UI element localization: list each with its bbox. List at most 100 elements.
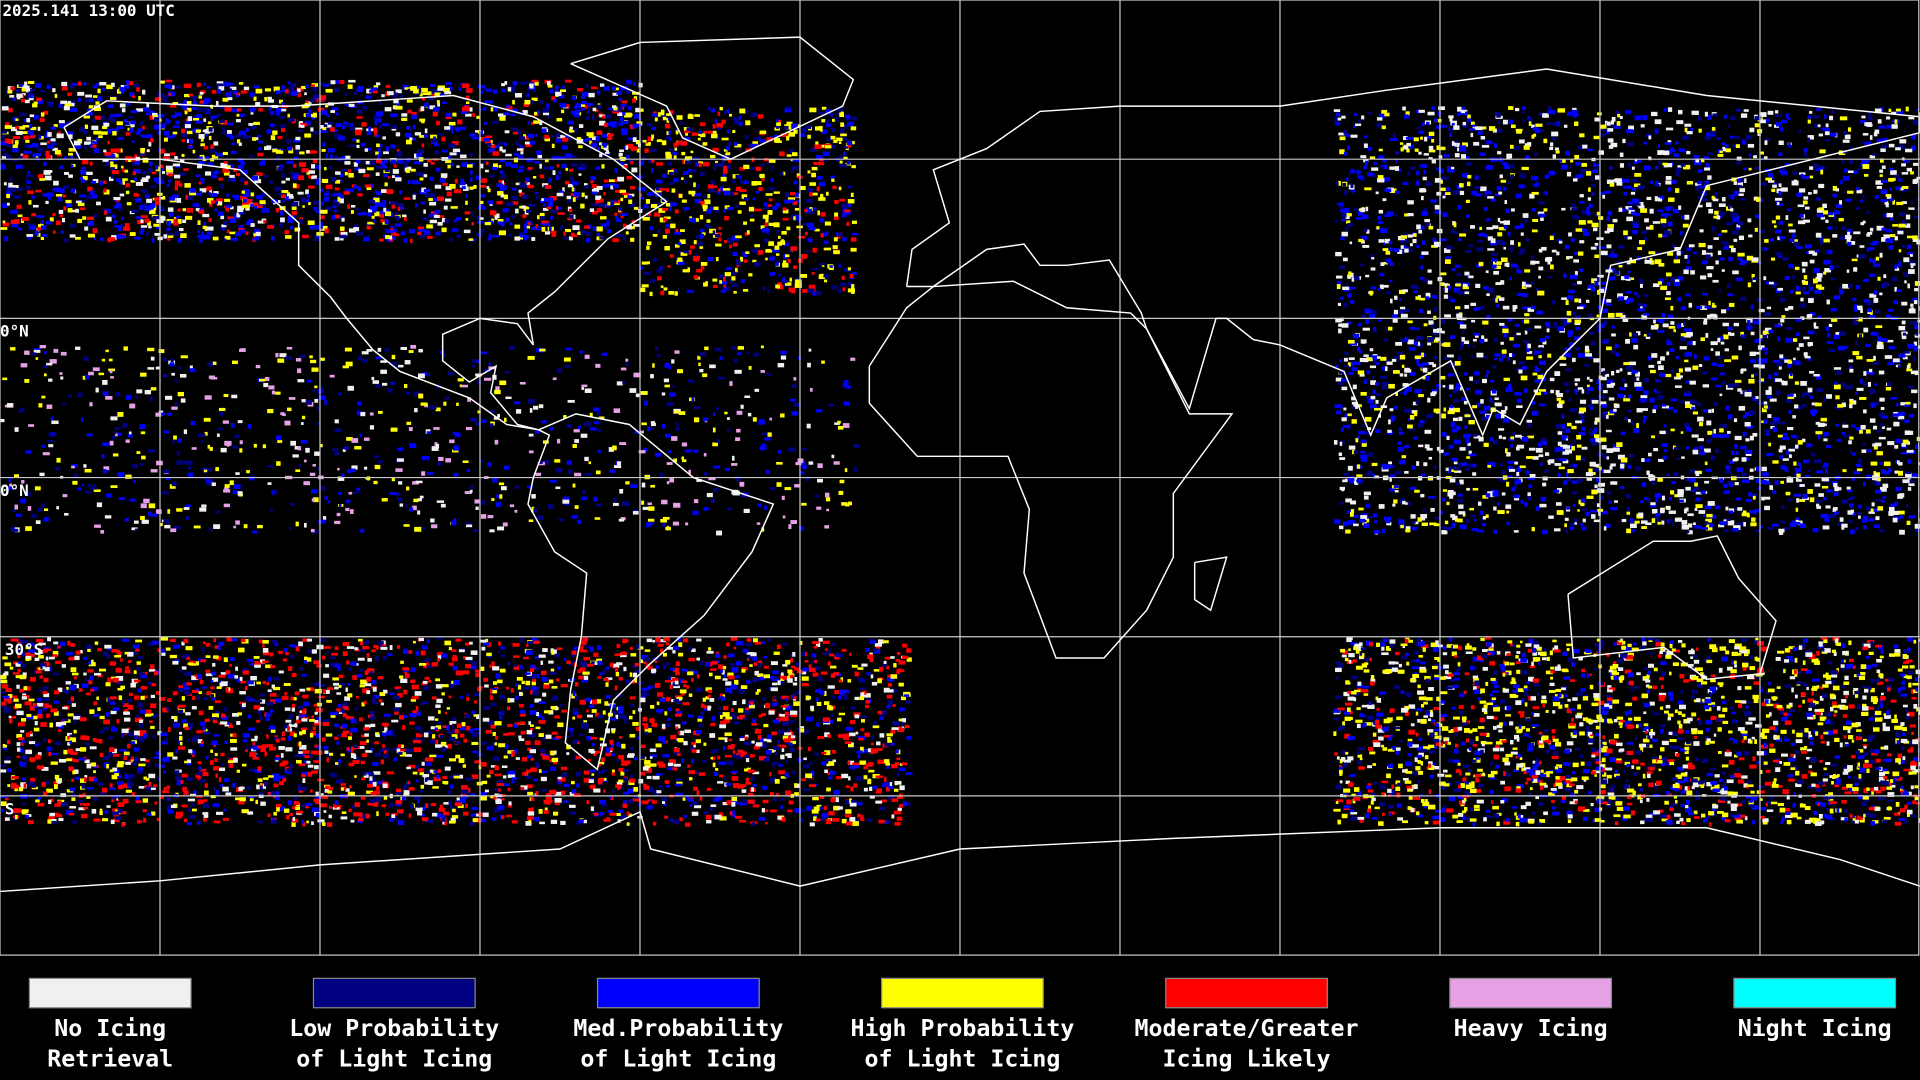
icing-pixel [60,230,64,234]
icing-pixel [696,638,702,642]
icing-pixel [811,271,815,275]
icing-pixel [429,201,437,206]
icing-pixel [479,639,487,643]
icing-pixel [551,155,556,160]
icing-pixel [666,462,673,465]
icing-pixel [258,792,263,796]
icing-pixel [287,118,295,122]
icing-pixel [370,90,378,94]
icing-pixel [686,127,694,132]
icing-pixel [488,148,495,153]
icing-pixel [83,735,90,741]
icing-pixel [310,84,315,87]
icing-pixel [297,368,302,374]
icing-pixel [417,768,424,772]
icing-pixel [16,204,22,209]
icing-pixel [254,735,258,739]
icing-pixel [562,236,569,240]
icing-pixel [555,91,562,97]
icing-pixel [202,225,207,230]
icing-pixel [21,663,27,668]
icing-pixel [334,237,340,241]
icing-pixel [483,122,488,125]
icing-pixel [147,449,156,453]
icing-pixel [691,193,695,197]
icing-pixel [204,171,212,176]
icing-pixel [48,815,55,821]
icing-pixel [406,126,412,130]
icing-pixel [147,347,155,352]
icing-pixel [886,694,893,699]
icing-pixel [496,201,503,205]
icing-pixel [268,385,275,390]
icing-pixel [451,717,457,721]
icing-pixel [244,180,249,185]
icing-pixel [836,235,841,239]
icing-pixel [812,267,819,271]
icing-pixel [574,646,579,650]
icing-pixel [775,261,779,266]
icing-pixel [832,185,837,190]
icing-pixel [70,164,74,169]
icing-pixel [584,225,591,229]
icing-pixel [436,196,445,201]
icing-pixel [512,749,518,754]
icing-pixel [108,237,116,242]
icing-pixel [435,407,441,412]
icing-pixel [208,135,212,140]
icing-pixel [420,106,425,112]
icing-pixel [103,208,111,214]
icing-pixel [609,121,617,126]
icing-pixel [37,224,41,229]
icing-pixel [418,228,426,232]
icing-pixel [39,215,45,219]
icing-pixel [885,665,890,670]
icing-pixel [485,161,489,165]
icing-pixel [616,781,623,785]
icing-pixel [803,757,807,761]
icing-pixel [312,86,318,92]
icing-pixel [479,185,487,188]
icing-pixel [141,189,148,193]
icing-pixel [727,158,732,163]
icing-pixel [258,378,266,382]
icing-pixel [226,443,230,447]
icing-pixel [712,182,716,186]
icing-pixel [731,489,739,495]
icing-pixel [235,472,240,475]
icing-pixel [134,757,138,761]
icing-pixel [477,84,486,88]
icing-pixel [709,364,716,369]
icing-pixel [360,528,365,533]
icing-pixel [231,142,235,146]
icing-pixel [656,139,663,143]
icing-pixel [524,141,531,145]
icing-pixel [724,732,732,737]
icing-pixel [536,515,544,520]
icing-pixel [18,652,22,655]
icing-pixel [420,234,426,239]
icing-pixel [673,685,680,689]
icing-pixel [705,696,710,700]
icing-pixel [813,161,818,165]
icing-pixel [494,773,502,777]
icing-pixel [395,223,402,227]
icing-pixel [758,419,765,424]
icing-pixel [278,115,285,119]
icing-pixel [663,378,670,383]
icing-pixel [711,716,716,721]
icing-pixel [585,195,588,199]
icing-pixel [210,795,216,799]
icing-pixel [250,192,255,197]
icing-pixel [590,143,598,148]
icing-pixel [360,144,365,148]
icing-pixel [638,186,646,192]
icing-pixel [242,192,250,197]
icing-pixel [404,360,411,365]
icing-pixel [577,425,581,430]
icing-pixel [632,98,637,103]
icing-pixel [381,189,387,193]
icing-pixel [820,193,824,199]
icing-pixel [408,229,415,234]
icing-pixel [295,149,299,155]
